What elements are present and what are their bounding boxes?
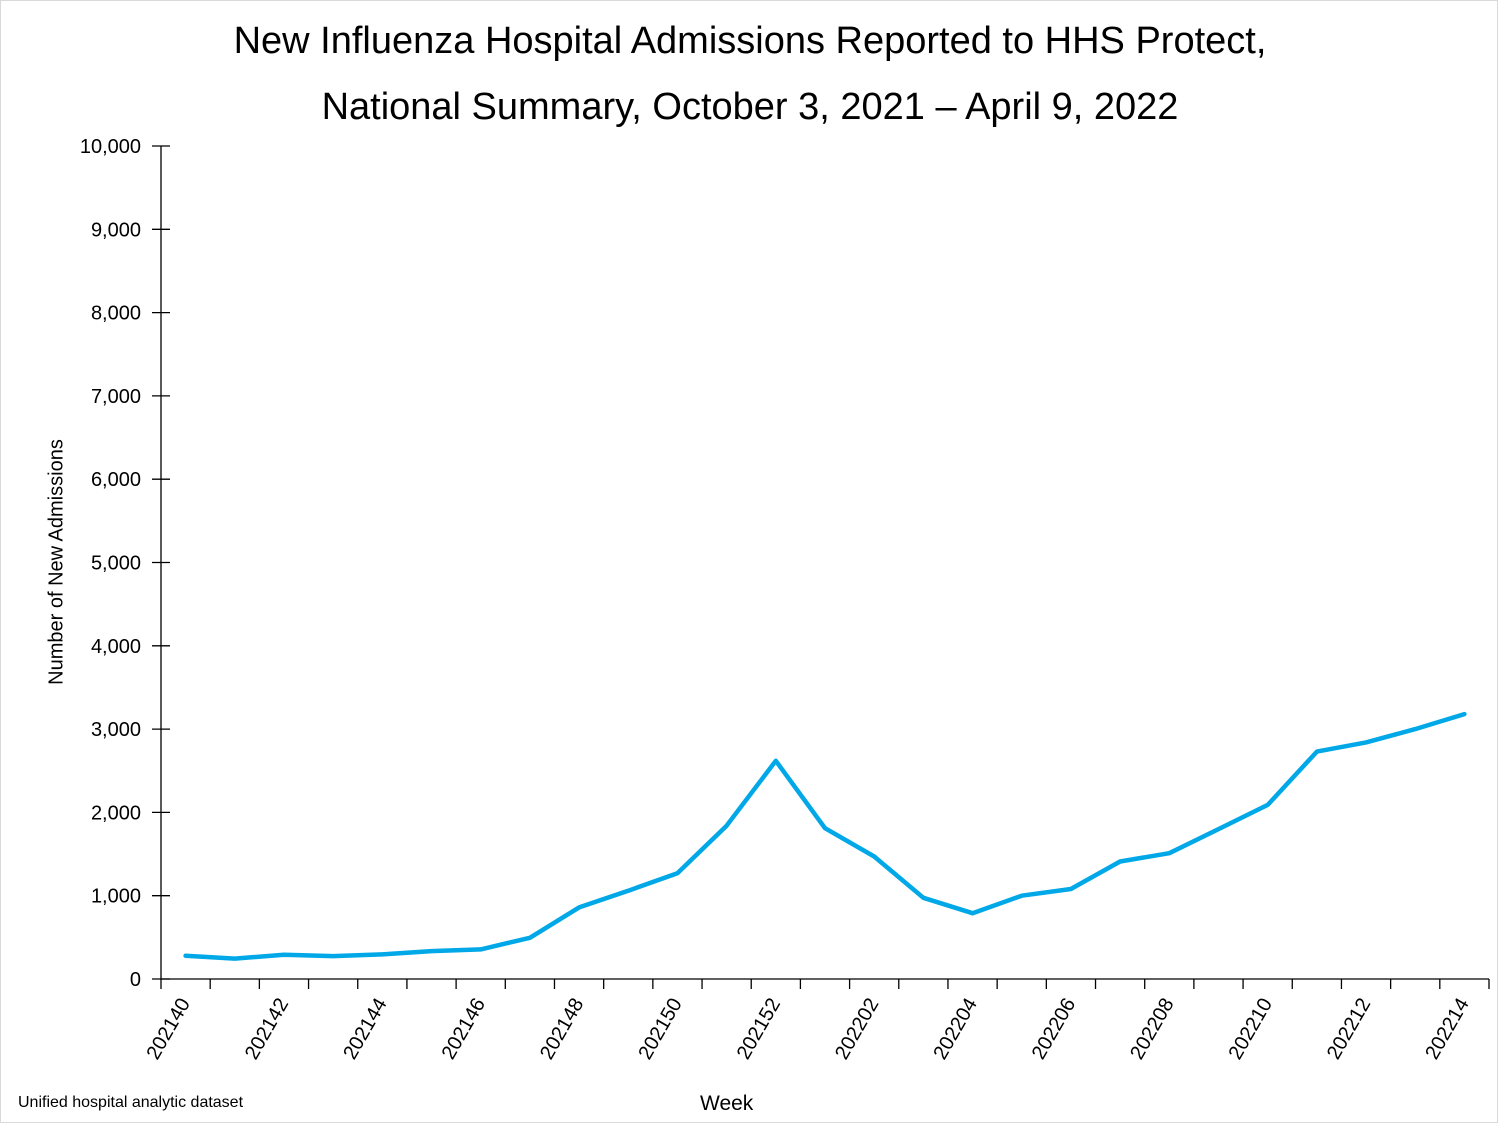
x-tick-label: 202202 <box>831 995 883 1064</box>
y-tick-label: 10,000 <box>80 136 141 158</box>
y-tick-label: 2,000 <box>91 802 141 824</box>
y-tick-label: 7,000 <box>91 386 141 408</box>
x-axis: 202140 202142 202144 202146 202148 202150 2021… <box>142 978 1490 1064</box>
x-tick-label: 202146 <box>438 995 490 1064</box>
y-axis-label: Number of New Admissions <box>45 439 68 685</box>
y-tick-label: 1,000 <box>91 886 141 908</box>
x-tick-label: 202214 <box>1421 995 1473 1064</box>
x-tick-label: 202150 <box>634 995 686 1064</box>
chart-title-line-2: National Summary, October 3, 2021 – Apri… <box>321 86 1179 128</box>
x-tick-label: 202144 <box>339 995 391 1064</box>
x-tick-label: 202148 <box>536 995 588 1064</box>
y-tick-label: 4,000 <box>91 636 141 658</box>
y-tick-label: 9,000 <box>91 219 141 241</box>
x-tick-label: 202142 <box>241 995 293 1064</box>
x-tick-label: 202210 <box>1225 995 1277 1064</box>
chart-title-line-1: New Influenza Hospital Admissions Report… <box>233 20 1267 62</box>
x-tick-label: 202204 <box>929 995 981 1064</box>
source-note: Unified hospital analytic dataset <box>18 1094 244 1111</box>
x-tick-label: 202152 <box>733 995 785 1064</box>
y-axis: 0 1,000 2,000 3,000 4,000 5,000 6,000 7,000 8,00… <box>80 136 170 991</box>
y-tick-label: 6,000 <box>91 469 141 491</box>
y-tick-label: 3,000 <box>91 719 141 741</box>
y-tick-label: 5,000 <box>91 553 141 575</box>
x-tick-label: 202208 <box>1126 995 1178 1064</box>
series-group <box>183 711 1467 961</box>
x-axis-label: Week <box>700 1092 754 1115</box>
x-tick-label: 202212 <box>1323 995 1375 1064</box>
y-tick-label: 8,000 <box>91 303 141 325</box>
series-line <box>183 711 1467 961</box>
x-tick-label: 202206 <box>1028 995 1080 1064</box>
x-tick-label: 202140 <box>142 995 194 1064</box>
y-tick-label: 0 <box>130 969 141 991</box>
chart-title: New Influenza Hospital Admissions Report… <box>0 8 1500 140</box>
